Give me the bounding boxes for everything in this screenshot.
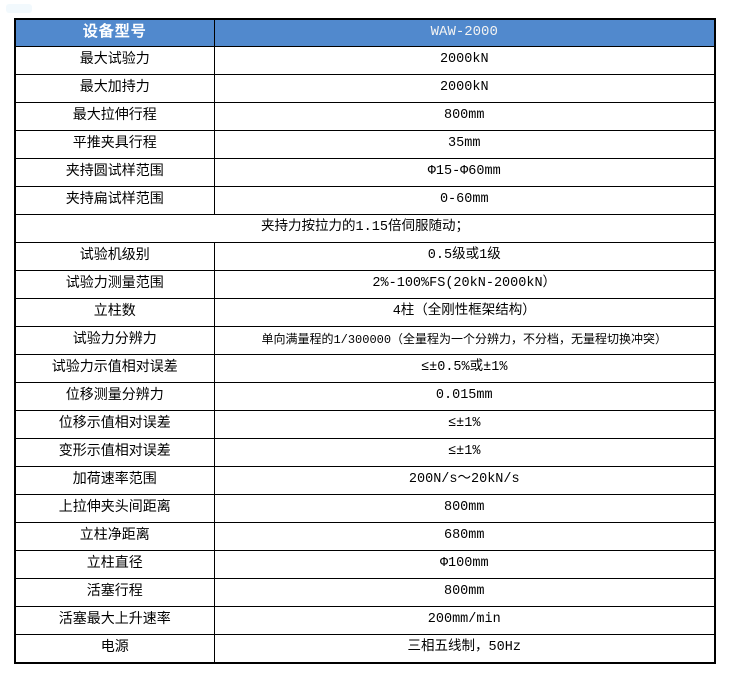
spec-value: 0.015mm [213, 382, 716, 411]
spec-label: 试验力示值相对误差 [14, 354, 215, 383]
spec-value: 三相五线制，50Hz [213, 634, 716, 664]
table-row: 试验力分辨力 单向满量程的1/300000（全量程为一个分辨力，不分档，无量程切换… [14, 326, 716, 355]
table-row: 位移示值相对误差 ≤±1% [14, 410, 716, 439]
spec-label: 立柱直径 [14, 550, 215, 579]
spec-value: 0-60mm [213, 186, 716, 215]
spec-value: 800mm [213, 102, 716, 131]
header-model-label: 设备型号 [14, 18, 215, 47]
spec-value: 35mm [213, 130, 716, 159]
spec-value: 800mm [213, 578, 716, 607]
spec-label: 变形示值相对误差 [14, 438, 215, 467]
spec-label: 活塞最大上升速率 [14, 606, 215, 635]
table-row: 立柱净距离 680mm [14, 522, 716, 551]
spec-value: ≤±0.5%或±1% [213, 354, 716, 383]
spec-label: 活塞行程 [14, 578, 215, 607]
corner-artifact [6, 4, 32, 13]
spec-label: 试验机级别 [14, 242, 215, 271]
spec-value: 4柱（全刚性框架结构） [213, 298, 716, 327]
table-row: 最大加持力 2000kN [14, 74, 716, 103]
table-row: 立柱直径 Φ100mm [14, 550, 716, 579]
spec-label: 最大加持力 [14, 74, 215, 103]
table-row: 最大拉伸行程 800mm [14, 102, 716, 131]
table-row: 变形示值相对误差 ≤±1% [14, 438, 716, 467]
spec-value: Φ15-Φ60mm [213, 158, 716, 187]
table-row: 夹持扁试样范围 0-60mm [14, 186, 716, 215]
spec-label: 立柱净距离 [14, 522, 215, 551]
table-row: 夹持圆试样范围 Φ15-Φ60mm [14, 158, 716, 187]
spec-label: 位移示值相对误差 [14, 410, 215, 439]
table-row: 立柱数 4柱（全刚性框架结构） [14, 298, 716, 327]
table-row: 试验力示值相对误差 ≤±0.5%或±1% [14, 354, 716, 383]
spec-label: 加荷速率范围 [14, 466, 215, 495]
table-row: 位移测量分辨力 0.015mm [14, 382, 716, 411]
spec-label: 试验力分辨力 [14, 326, 215, 355]
spec-label: 试验力测量范围 [14, 270, 215, 299]
spec-note-cell: 夹持力按拉力的1.15倍伺服随动； [14, 214, 716, 243]
table-row: 活塞行程 800mm [14, 578, 716, 607]
spec-label: 最大拉伸行程 [14, 102, 215, 131]
table-row: 试验机级别 0.5级或1级 [14, 242, 716, 271]
spec-value: 2000kN [213, 74, 716, 103]
table-row: 试验力测量范围 2%-100%FS(20kN-2000kN） [14, 270, 716, 299]
header-model-value: WAW-2000 [213, 18, 716, 47]
spec-value: 680mm [213, 522, 716, 551]
spec-value: Φ100mm [213, 550, 716, 579]
spec-label: 夹持扁试样范围 [14, 186, 215, 215]
spec-value: 单向满量程的1/300000（全量程为一个分辨力，不分档，无量程切换冲突） [213, 326, 716, 355]
table-header-row: 设备型号 WAW-2000 [14, 18, 716, 47]
spec-label: 位移测量分辨力 [14, 382, 215, 411]
table-row: 加荷速率范围 200N/s～20kN/s [14, 466, 716, 495]
spec-value: 2000kN [213, 46, 716, 75]
spec-value: 0.5级或1级 [213, 242, 716, 271]
table-row: 平推夹具行程 35mm [14, 130, 716, 159]
spec-value: 2%-100%FS(20kN-2000kN） [213, 270, 716, 299]
spec-label: 夹持圆试样范围 [14, 158, 215, 187]
spec-label: 立柱数 [14, 298, 215, 327]
spec-value: ≤±1% [213, 438, 716, 467]
table-row: 电源 三相五线制，50Hz [14, 634, 716, 664]
spec-label: 最大试验力 [14, 46, 215, 75]
spec-label: 平推夹具行程 [14, 130, 215, 159]
spec-value: 800mm [213, 494, 716, 523]
spec-value: ≤±1% [213, 410, 716, 439]
table-row: 最大试验力 2000kN [14, 46, 716, 75]
spec-label: 上拉伸夹头间距离 [14, 494, 215, 523]
spec-label: 电源 [14, 634, 215, 664]
spec-table-body: 最大试验力 2000kN 最大加持力 2000kN 最大拉伸行程 800mm 平推夹具行程 3… [14, 46, 716, 664]
spec-table: 设备型号 WAW-2000 最大试验力 2000kN 最大加持力 2000kN 最大拉伸… [14, 18, 716, 664]
spec-value: 200mm/min [213, 606, 716, 635]
table-row: 活塞最大上升速率 200mm/min [14, 606, 716, 635]
table-row: 夹持力按拉力的1.15倍伺服随动； [14, 214, 716, 243]
spec-value: 200N/s～20kN/s [213, 466, 716, 495]
table-row: 上拉伸夹头间距离 800mm [14, 494, 716, 523]
